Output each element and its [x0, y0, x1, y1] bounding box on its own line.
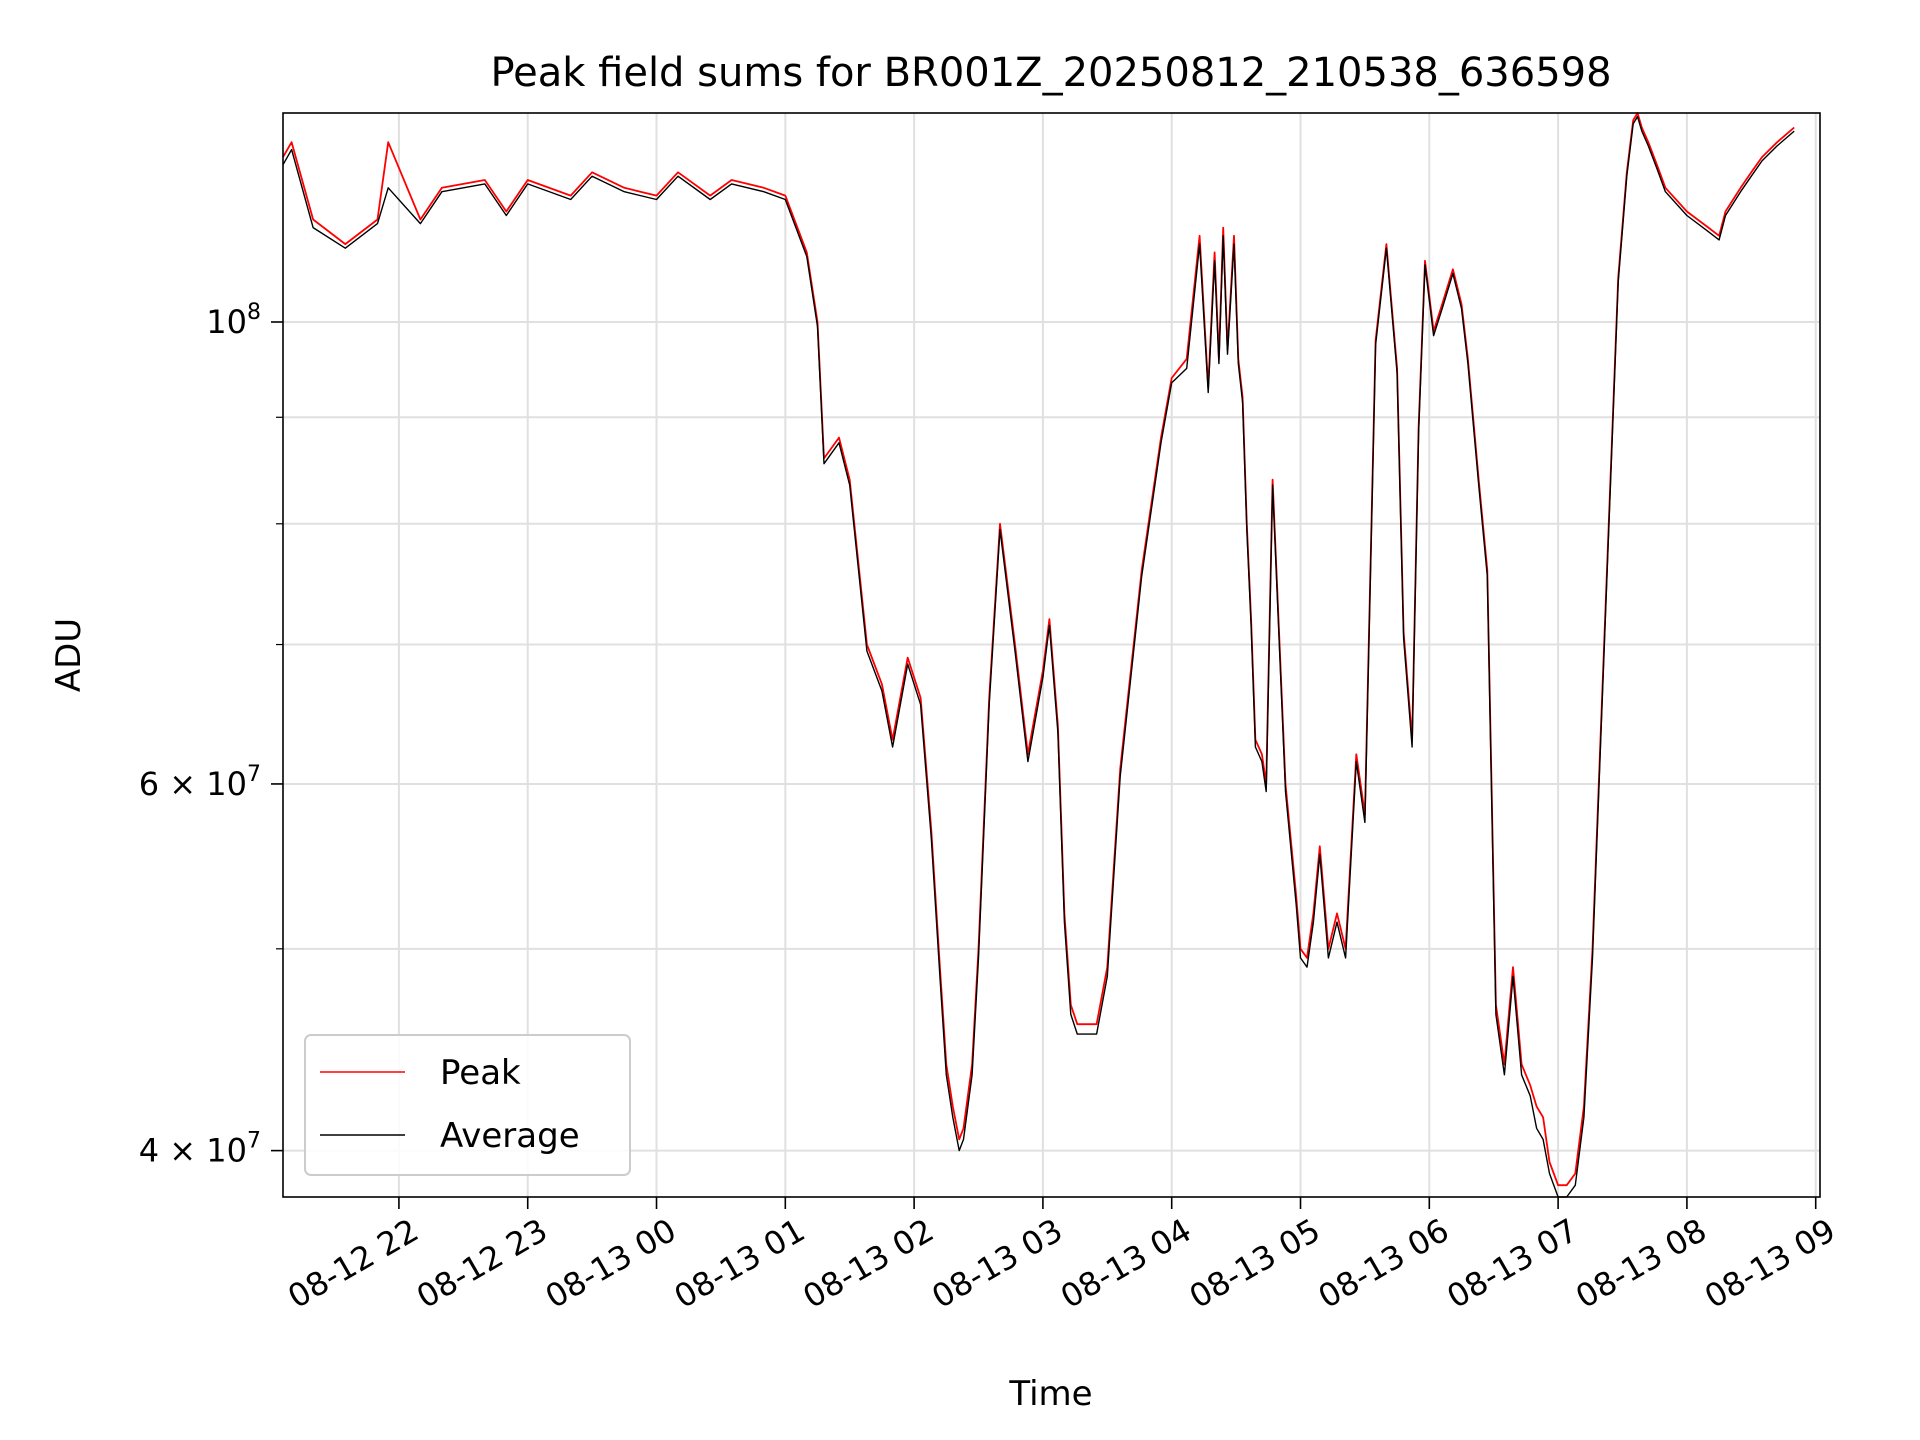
y-axis-label: ADU	[49, 618, 89, 692]
legend-label-peak: Peak	[440, 1053, 521, 1093]
plot-frame	[282, 112, 1821, 1198]
series-line-average	[282, 115, 1795, 1198]
legend-box	[304, 1034, 631, 1176]
chart-title: Peak field sums for BR001Z_20250812_2105…	[490, 50, 1611, 96]
x-axis-label: Time	[1008, 1374, 1092, 1414]
y-tick-label: 108	[206, 300, 261, 341]
y-tick-label: 4 × 107	[139, 1129, 261, 1170]
legend: Peak Average	[304, 1034, 631, 1176]
legend-label-average: Average	[440, 1116, 580, 1156]
y-tick-label: 6 × 107	[139, 762, 261, 803]
series-layer	[282, 112, 1795, 1198]
